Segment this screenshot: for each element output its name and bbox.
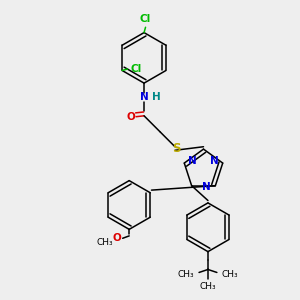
Text: O: O	[126, 112, 135, 122]
Text: Cl: Cl	[130, 64, 142, 74]
Text: N: N	[210, 156, 219, 166]
Text: CH₃: CH₃	[178, 270, 195, 279]
Text: CH₃: CH₃	[96, 238, 113, 247]
Text: N: N	[202, 182, 211, 192]
Text: O: O	[112, 233, 121, 243]
Text: S: S	[172, 142, 181, 155]
Text: N: N	[140, 92, 148, 101]
Text: CH₃: CH₃	[221, 270, 238, 279]
Text: H: H	[152, 92, 161, 101]
Text: N: N	[188, 156, 197, 166]
Text: CH₃: CH₃	[200, 282, 216, 291]
Text: Cl: Cl	[140, 14, 151, 24]
